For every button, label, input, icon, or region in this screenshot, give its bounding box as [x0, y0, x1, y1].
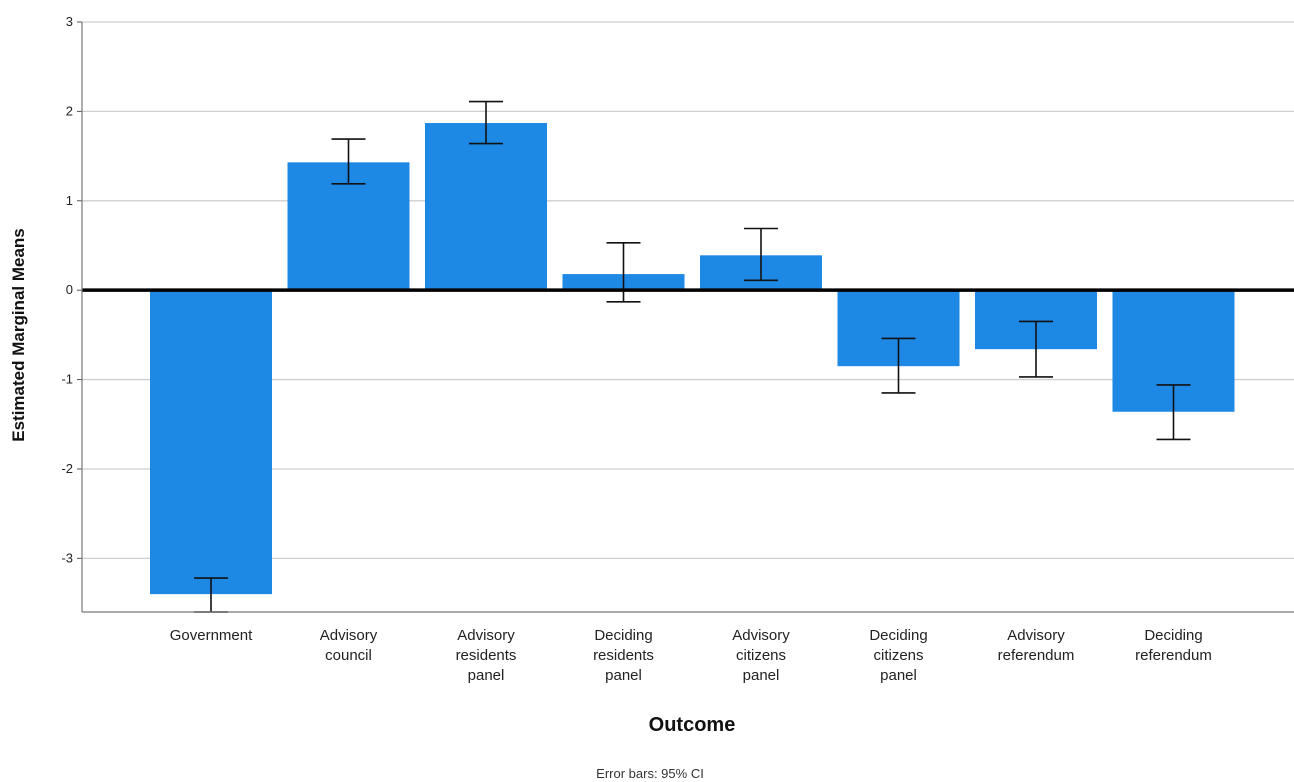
- error-bar: [744, 227, 778, 282]
- bars: [150, 123, 1235, 595]
- x-axis-categories: Government Advisory council Advisory residen…: [170, 627, 1212, 684]
- bar: [425, 123, 547, 291]
- x-category-label: Deciding referendum: [1135, 627, 1212, 664]
- error-bar-note: Error bars: 95% CI: [596, 766, 704, 781]
- y-tick-label: 3: [66, 14, 73, 29]
- x-category-label: Deciding residents panel: [593, 627, 654, 684]
- x-category-label: Advisory citizens panel: [732, 627, 790, 684]
- y-tick-label: -1: [61, 372, 73, 387]
- x-category-label: Advisory council: [320, 627, 378, 664]
- x-category-label: Advisory referendum: [998, 627, 1075, 664]
- x-axis-title: Outcome: [649, 714, 736, 736]
- y-tick-label: 1: [66, 193, 73, 208]
- error-bar: [469, 100, 503, 145]
- error-bar: [606, 242, 641, 303]
- error-bar: [1156, 384, 1191, 441]
- y-tick-label: 0: [66, 282, 73, 297]
- y-tick-label: -3: [61, 550, 73, 565]
- y-axis-title: Estimated Marginal Means: [9, 228, 28, 442]
- bar: [150, 290, 272, 595]
- error-bar: [331, 138, 366, 185]
- x-category-label: Government: [170, 627, 253, 644]
- y-tick-label: -2: [61, 461, 73, 476]
- x-category-label: Deciding citizens panel: [869, 627, 927, 684]
- y-axis-ticks: 3 2 1 0 -1 -2 -3: [61, 14, 1294, 613]
- y-tick-label: 2: [66, 103, 73, 118]
- gridlines: [82, 21, 1294, 560]
- error-bars: [82, 100, 1294, 613]
- error-bar: [1019, 320, 1053, 378]
- x-category-label: Advisory residents panel: [456, 627, 517, 684]
- error-bar: [881, 337, 916, 394]
